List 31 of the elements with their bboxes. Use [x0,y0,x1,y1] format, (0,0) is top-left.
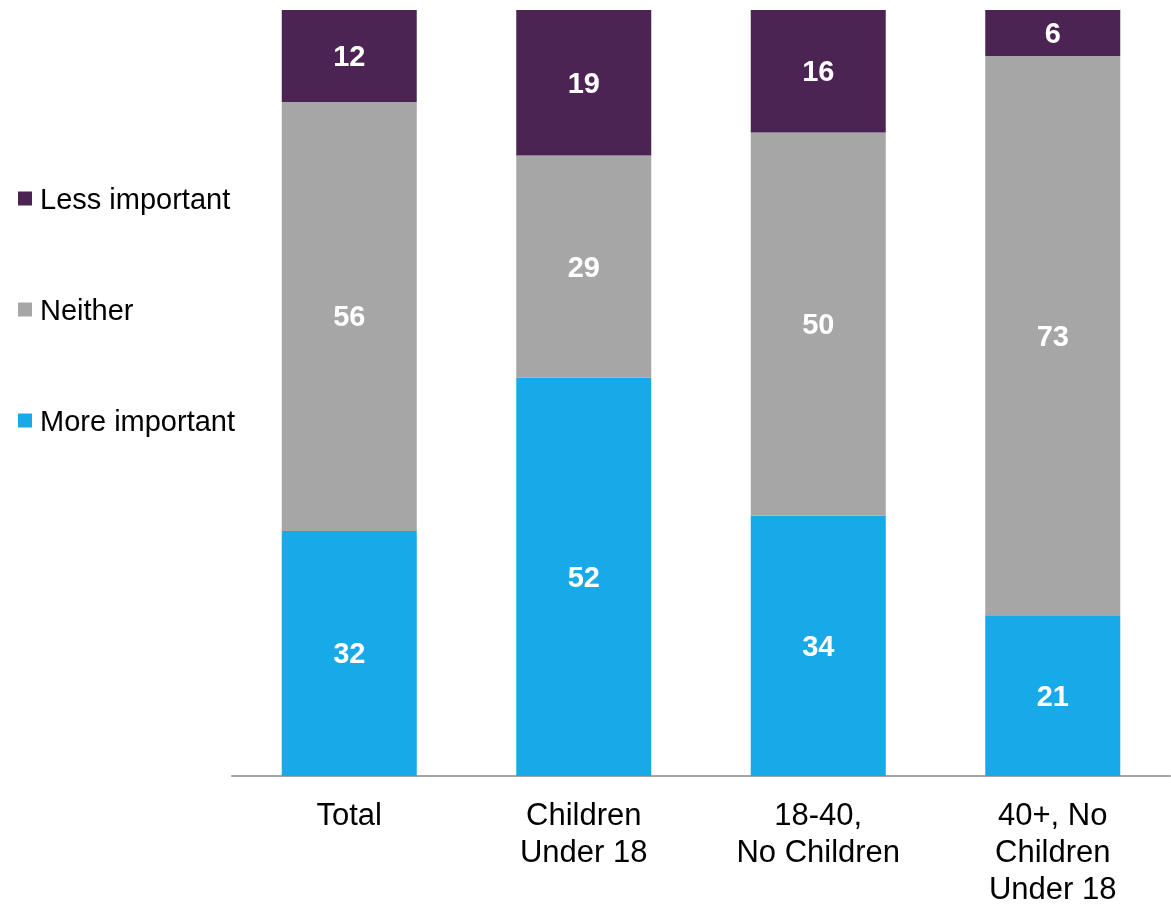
legend-label: Neither [40,293,134,326]
bar [281,530,417,776]
data-label: 21 [1036,679,1069,712]
legend-label: Less important [40,182,231,215]
bar [516,155,652,378]
data-label: 6 [1044,16,1061,49]
data-label: 56 [333,300,366,333]
data-label: 73 [1036,319,1069,352]
x-tick-label: 40+, No Children Under 18 [988,797,1117,906]
bar [516,10,652,156]
x-tick-label: Children Under 18 [519,797,648,869]
legend-label: More important [40,404,236,437]
data-label: 34 [802,629,835,662]
data-label: 19 [567,66,600,99]
bar [281,10,417,102]
bar [750,132,886,516]
bar [281,101,417,531]
bar [516,377,652,776]
bar [985,615,1121,776]
x-tick-label: 18-40, No Children [736,797,901,869]
data-label: 12 [333,39,366,72]
bar [750,515,886,776]
x-tick-label: Total [316,797,382,832]
bar [750,10,886,133]
bar [985,10,1121,56]
data-label: 52 [567,560,600,593]
data-label: 16 [802,55,835,88]
data-label: 29 [567,250,600,283]
data-label: 50 [802,308,835,341]
data-label: 32 [333,637,366,670]
bar [985,55,1121,616]
